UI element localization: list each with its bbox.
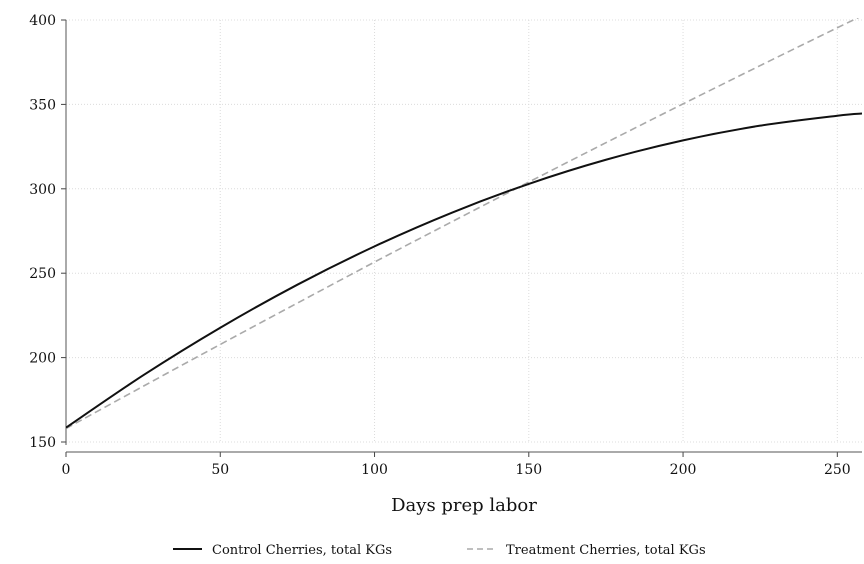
x-tick-label: 0	[62, 462, 71, 478]
y-tick-label: 300	[29, 182, 56, 198]
y-tick-label: 400	[29, 13, 56, 29]
x-tick-label: 150	[515, 462, 542, 478]
x-tick-label: 100	[361, 462, 388, 478]
x-axis-title: Days prep labor	[391, 495, 537, 516]
grid-lines	[65, 19, 862, 443]
x-tick-label: 200	[670, 462, 697, 478]
legend-label-control: Control Cherries, total KGs	[212, 543, 392, 558]
y-tick-label: 150	[29, 435, 56, 451]
series-lines	[66, 18, 862, 430]
axes	[61, 19, 862, 457]
tick-labels: 150 200 250 300 350 400 0 50 100 150 200 250	[29, 13, 850, 478]
x-tick-label: 50	[211, 462, 229, 478]
legend-label-treatment: Treatment Cherries, total KGs	[506, 543, 706, 558]
y-tick-label: 350	[29, 97, 56, 113]
legend: Control Cherries, total KGs Treatment Ch…	[173, 543, 706, 558]
y-tick-label: 200	[29, 351, 56, 367]
y-tick-label: 250	[29, 266, 56, 282]
x-tick-label: 250	[824, 462, 851, 478]
series-line-control	[66, 112, 862, 429]
series-line-treatment	[66, 18, 860, 430]
